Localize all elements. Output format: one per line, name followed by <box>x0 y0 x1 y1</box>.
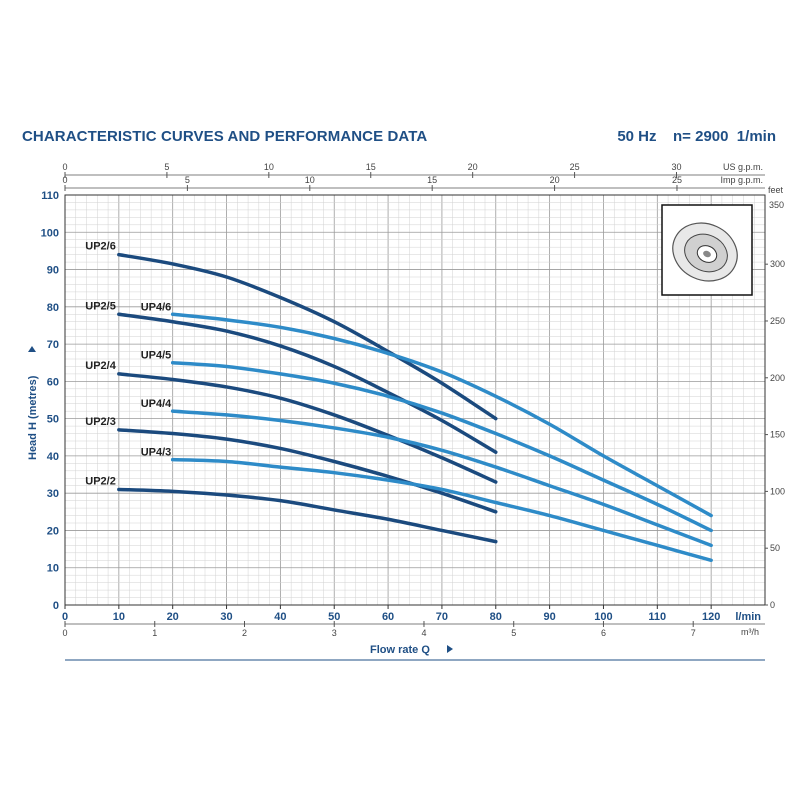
us-gpm-unit-label: US g.p.m. <box>723 162 763 172</box>
series-curve-up2-5 <box>117 312 498 454</box>
speed-label: n= 2900 1/min <box>673 128 776 145</box>
curves <box>117 252 713 563</box>
y-tick-label: 20 <box>47 525 59 537</box>
feet-tick-label: 100 <box>770 486 785 496</box>
y-tick-label: 50 <box>47 414 59 426</box>
m3h-tick-label: 7 <box>691 628 696 638</box>
feet-tick-label: 300 <box>770 259 785 269</box>
chart-title: CHARACTERISTIC CURVES AND PERFORMANCE DA… <box>22 128 428 145</box>
series-label-up4-5: UP4/5 <box>141 350 172 362</box>
feet-tick-label: 250 <box>770 316 785 326</box>
us-gpm-tick-label: 25 <box>570 162 580 172</box>
x-tick-label: 90 <box>543 611 555 623</box>
m3h-unit-label: m³/h <box>741 627 759 637</box>
imp-gpm-tick-label: 10 <box>305 175 315 185</box>
series-curve-up4-4 <box>170 409 713 548</box>
series-curve-up2-6 <box>117 252 498 421</box>
series-curve-up4-6 <box>170 312 713 518</box>
series-label-up4-4: UP4/4 <box>141 398 172 410</box>
series-label-up2-5: UP2/5 <box>85 300 116 312</box>
x-tick-label: 10 <box>113 611 125 623</box>
us-gpm-tick-label: 0 <box>62 162 67 172</box>
imp-gpm-unit-label: Imp g.p.m. <box>720 175 763 185</box>
series-labels: UP2/6 UP2/5 UP2/4 UP2/3 UP2/2 UP4/6 UP4/5 UP4/4… <box>85 241 172 488</box>
x-tick-label: 110 <box>648 611 666 623</box>
y-tick-label: 90 <box>47 265 59 277</box>
feet-tick-label: 200 <box>770 373 785 383</box>
feet-tick-label: 0 <box>770 600 775 610</box>
series-label-up4-3: UP4/3 <box>141 447 172 459</box>
series-label-up2-3: UP2/3 <box>85 416 116 428</box>
m3h-tick-label: 1 <box>152 628 157 638</box>
y-tick-label: 80 <box>47 302 59 314</box>
series-label-up2-6: UP2/6 <box>85 241 116 253</box>
imp-gpm-tick-label: 5 <box>185 175 190 185</box>
feet-tick-label: 50 <box>770 543 780 553</box>
series-curve-up2-3 <box>117 428 498 514</box>
us-gpm-tick-label: 15 <box>366 162 376 172</box>
y-axis-arrow-icon <box>28 346 36 352</box>
x-tick-label: 100 <box>594 611 612 623</box>
pump-thumbnail <box>661 204 753 296</box>
x-tick-label: 30 <box>220 611 232 623</box>
series-label-up2-4: UP2/4 <box>85 360 116 372</box>
axes: 0 10 20 30 40 50 60 70 80 90 100 110 120 l/min0102030… <box>41 162 785 638</box>
feet-tick-label: 350 <box>769 200 784 210</box>
x-tick-label: 70 <box>436 611 448 623</box>
series-label-up2-2: UP2/2 <box>85 475 116 487</box>
x-unit-label: l/min <box>735 611 761 623</box>
x-tick-label: 120 <box>702 611 720 623</box>
y-tick-label: 60 <box>47 376 59 388</box>
x-tick-label: 40 <box>274 611 286 623</box>
x-tick-label: 20 <box>167 611 179 623</box>
series-curve-up2-4 <box>117 372 498 484</box>
y-tick-label: 70 <box>47 339 59 351</box>
series-curve-up4-5 <box>170 360 713 533</box>
m3h-tick-label: 0 <box>62 628 67 638</box>
x-axis-title: Flow rate Q <box>370 644 430 656</box>
y-tick-label: 10 <box>47 563 59 575</box>
m3h-tick-label: 4 <box>421 628 426 638</box>
y-tick-label: 40 <box>47 451 59 463</box>
y-axis-title-group: Head H (metres) <box>27 346 39 460</box>
x-axis-arrow-icon <box>447 645 453 653</box>
us-gpm-tick-label: 10 <box>264 162 274 172</box>
imp-gpm-tick-label: 15 <box>427 175 437 185</box>
imp-gpm-tick-label: 20 <box>550 175 560 185</box>
m3h-tick-label: 2 <box>242 628 247 638</box>
feet-unit-label: feet <box>768 185 784 195</box>
m3h-tick-label: 5 <box>511 628 516 638</box>
x-tick-label: 0 <box>62 611 68 623</box>
x-tick-label: 60 <box>382 611 394 623</box>
series-curve-up2-2 <box>117 487 498 544</box>
plot-frame <box>64 194 766 606</box>
imp-gpm-tick-label: 0 <box>62 175 67 185</box>
y-tick-label: 30 <box>47 488 59 500</box>
speed-info: 50 Hz n= 2900 1/min <box>613 128 776 145</box>
series-curve-up4-3 <box>170 457 713 563</box>
x-axis-title-row: Flow rate Q <box>65 644 765 661</box>
imp-gpm-tick-label: 25 <box>672 175 682 185</box>
y-tick-label: 100 <box>41 227 59 239</box>
x-tick-label: 80 <box>490 611 502 623</box>
frequency-label: 50 Hz <box>617 128 657 145</box>
x-tick-label: 50 <box>328 611 340 623</box>
y-tick-label: 110 <box>41 190 59 202</box>
us-gpm-tick-label: 20 <box>468 162 478 172</box>
grid <box>64 194 766 606</box>
m3h-tick-label: 6 <box>601 628 606 638</box>
impeller-eye <box>703 250 711 258</box>
m3h-tick-label: 3 <box>332 628 337 638</box>
series-label-up4-6: UP4/6 <box>141 301 172 313</box>
y-tick-label: 0 <box>53 600 59 612</box>
us-gpm-tick-label: 5 <box>164 162 169 172</box>
y-axis-title: Head H (metres) <box>27 375 39 460</box>
us-gpm-tick-label: 30 <box>671 162 681 172</box>
feet-tick-label: 150 <box>770 430 785 440</box>
